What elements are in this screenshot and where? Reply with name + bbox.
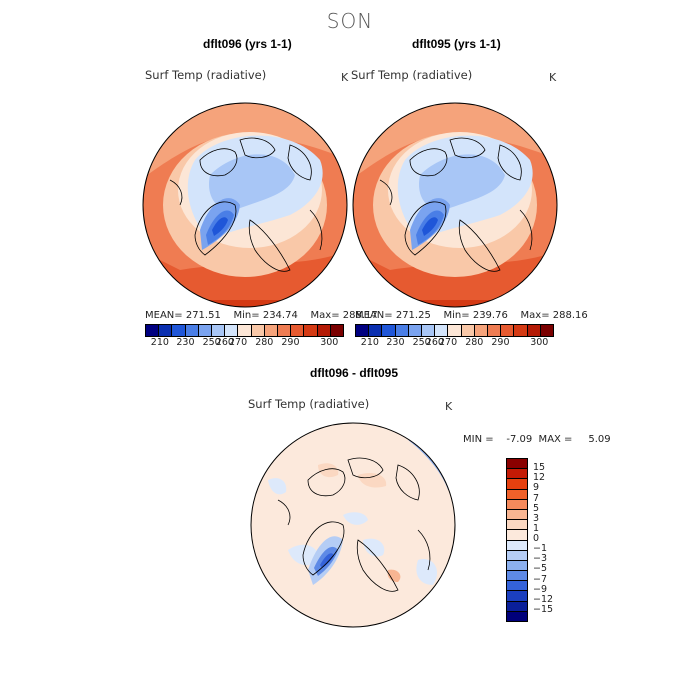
colorbar-tick-label: −3: [533, 553, 548, 565]
colorbar-swatch: [278, 325, 292, 336]
colorbar-swatch: [507, 591, 527, 602]
colorbar-swatch: [507, 459, 527, 470]
colorbar-tick-label: 230: [386, 337, 405, 348]
diff-panel-title: dflt096 - dflt095: [310, 366, 399, 380]
panel2-unit-label: K: [549, 71, 557, 84]
panel1-variable-label: Surf Temp (radiative): [145, 68, 267, 82]
panel2-title: dflt095 (yrs 1-1): [412, 37, 501, 51]
colorbar-tick-label: 0: [533, 533, 540, 544]
colorbar-swatch: [225, 325, 239, 336]
colorbar-tick-label: 270: [438, 337, 458, 348]
colorbar-swatch: [507, 611, 527, 621]
colorbar-swatch: [212, 325, 226, 336]
colorbar-tick-label: 12: [533, 472, 546, 484]
colorbar-swatch: [330, 325, 344, 336]
colorbar-swatch: [507, 571, 527, 582]
colorbar-swatch: [507, 499, 527, 510]
diff-polar-map: [250, 422, 456, 628]
panel2-stats: MEAN= 271.25 Min= 239.76 Max= 288.16: [355, 310, 588, 321]
colorbar-tick-label: 210: [150, 337, 169, 348]
colorbar-swatch: [251, 325, 265, 336]
colorbar-swatch: [507, 479, 527, 490]
colorbar-swatch: [395, 325, 409, 336]
colorbar-tick-label: 300: [320, 337, 339, 348]
colorbar-swatch: [264, 325, 279, 336]
colorbar-swatch: [514, 325, 528, 336]
colorbar-tick-label: 270: [228, 337, 248, 348]
colorbar-swatch: [527, 325, 541, 336]
colorbar-swatch: [408, 325, 423, 336]
diff-colorbar: [506, 458, 528, 622]
colorbar-swatch: [540, 325, 554, 336]
colorbar-tick-label: −1: [533, 543, 548, 555]
panel1-polar-map: [142, 102, 348, 308]
colorbar-tick-label: 250: [202, 337, 221, 348]
colorbar-swatch: [507, 489, 527, 500]
diff-variable-label: Surf Temp (radiative): [248, 397, 370, 411]
colorbar-swatch: [507, 581, 527, 592]
panel1-stats: MEAN= 271.51 Min= 234.74 Max= 288.17: [145, 310, 378, 321]
colorbar-swatch: [435, 325, 449, 336]
colorbar-swatch: [238, 325, 252, 336]
colorbar-swatch: [507, 530, 527, 541]
colorbar-swatch: [422, 325, 436, 336]
colorbar-swatch: [172, 325, 186, 336]
panel2-polar-map: [352, 102, 558, 308]
colorbar-swatch: [507, 601, 527, 612]
colorbar-swatch: [356, 325, 370, 336]
colorbar-tick-label: 5: [533, 502, 540, 514]
colorbar-swatch: [507, 540, 527, 551]
colorbar-swatch: [304, 325, 318, 336]
colorbar-tick-label: 15: [533, 462, 546, 474]
colorbar-swatch: [507, 550, 527, 561]
colorbar-tick-label: 260: [215, 337, 234, 348]
colorbar-tick-label: 300: [530, 337, 549, 348]
colorbar-swatch: [507, 469, 527, 480]
colorbar-tick-label: −7: [533, 573, 548, 585]
panel2-colorbar: [355, 324, 554, 337]
colorbar-swatch: [461, 325, 475, 336]
diff-stats: MIN = -7.09 MAX = 5.09: [463, 434, 611, 445]
colorbar-swatch: [146, 325, 160, 336]
colorbar-swatch: [507, 560, 527, 572]
colorbar-tick-label: 210: [360, 337, 379, 348]
panel1-title: dflt096 (yrs 1-1): [203, 37, 292, 51]
panel1-unit-label: K: [341, 71, 349, 84]
colorbar-swatch: [448, 325, 462, 336]
colorbar-tick-label: −15: [533, 603, 554, 615]
colorbar-swatch: [507, 520, 527, 531]
colorbar-tick-label: 280: [465, 337, 484, 348]
colorbar-swatch: [488, 325, 502, 336]
colorbar-tick-label: 230: [176, 337, 195, 348]
colorbar-swatch: [185, 325, 199, 336]
colorbar-swatch: [291, 325, 305, 336]
diff-colorbar-ticks: 15 12 9 7 5 3 1 0 −1 −3 −5 −7 −9 −12 −15: [533, 458, 573, 620]
colorbar-swatch: [159, 325, 173, 336]
diff-unit-label: K: [445, 400, 453, 413]
colorbar-tick-label: 280: [255, 337, 274, 348]
colorbar-tick-label: 290: [281, 337, 300, 348]
colorbar-tick-label: 290: [491, 337, 510, 348]
colorbar-swatch: [317, 325, 331, 336]
colorbar-swatch: [382, 325, 396, 336]
page-title: SON: [326, 9, 374, 33]
colorbar-tick-label: 7: [533, 492, 540, 504]
colorbar-tick-label: 1: [533, 522, 540, 534]
colorbar-swatch: [369, 325, 383, 336]
colorbar-tick-label: −12: [533, 593, 554, 605]
colorbar-tick-label: −9: [533, 583, 548, 595]
colorbar-swatch: [474, 325, 489, 336]
colorbar-tick-label: 9: [533, 482, 540, 494]
panel1-colorbar: [145, 324, 344, 337]
colorbar-tick-label: 250: [412, 337, 431, 348]
colorbar-tick-label: −5: [533, 563, 548, 575]
colorbar-tick-label: 260: [425, 337, 444, 348]
colorbar-swatch: [501, 325, 515, 336]
colorbar-swatch: [198, 325, 213, 336]
panel2-variable-label: Surf Temp (radiative): [351, 68, 473, 82]
colorbar-swatch: [507, 509, 527, 521]
colorbar-tick-label: 3: [533, 512, 540, 524]
